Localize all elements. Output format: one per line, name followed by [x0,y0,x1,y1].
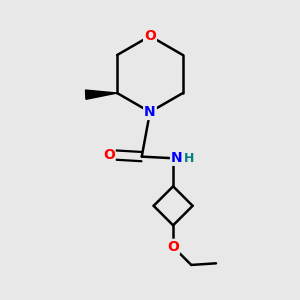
Text: N: N [144,105,156,119]
Polygon shape [85,90,117,99]
Text: O: O [144,29,156,43]
Text: H: H [184,152,194,165]
Text: N: N [171,151,182,165]
Text: O: O [103,148,115,162]
Text: O: O [167,240,179,254]
